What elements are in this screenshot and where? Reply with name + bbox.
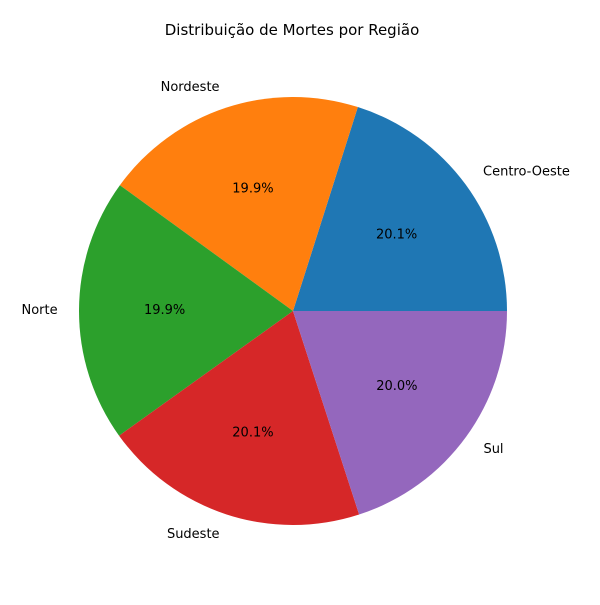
- pie-slice-sul: [293, 311, 507, 515]
- pie-slices: [79, 96, 507, 525]
- pie-slice-centro-oeste: [293, 107, 507, 311]
- slice-percent-norte: 19.9%: [144, 303, 185, 318]
- slice-label-centro-oeste: Centro-Oeste: [483, 165, 570, 180]
- slice-label-norte: Norte: [21, 303, 57, 318]
- slice-label-sul: Sul: [483, 442, 503, 457]
- slice-label-sudeste: Sudeste: [167, 527, 220, 542]
- slice-percent-centro-oeste: 20.1%: [376, 228, 417, 243]
- pie-labels: Centro-Oeste 20.1% Nordeste 19.9% Norte 19.9%…: [21, 80, 569, 542]
- slice-percent-nordeste: 19.9%: [232, 182, 273, 197]
- pie-slice-norte: [79, 185, 293, 436]
- pie-slice-nordeste: [119, 96, 358, 311]
- slice-percent-sudeste: 20.1%: [232, 425, 273, 440]
- slice-label-nordeste: Nordeste: [161, 80, 220, 95]
- chart-title: Distribuição de Mortes por Região: [165, 21, 420, 39]
- slice-percent-sul: 20.0%: [376, 379, 417, 394]
- pie-slice-sudeste: [119, 311, 360, 525]
